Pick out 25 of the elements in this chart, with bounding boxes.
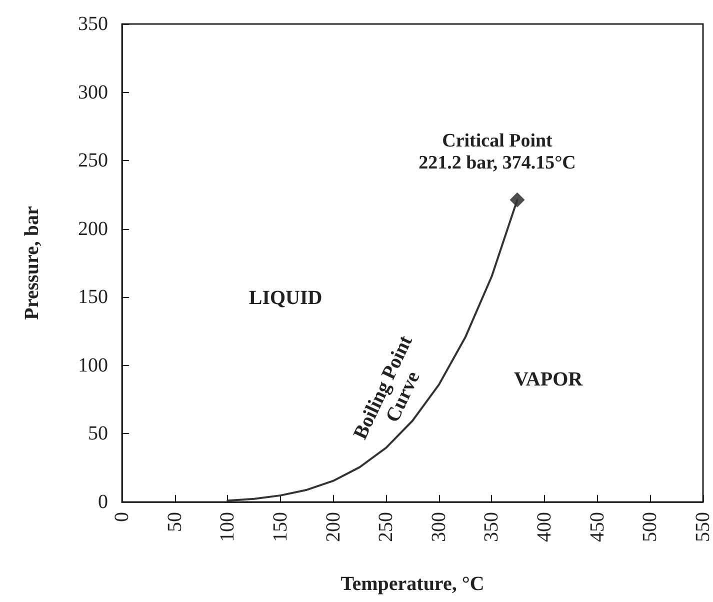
annotation: Critical Point 221.2 bar, 374.15°C: [418, 130, 576, 174]
y-tick-label: 0: [98, 491, 108, 513]
x-tick-label: 500: [639, 512, 662, 542]
y-tick-label: 150: [78, 286, 108, 308]
x-tick-label: 250: [375, 512, 398, 542]
y-tick-label: 350: [78, 13, 108, 35]
x-tick-label: 450: [586, 512, 608, 542]
annotation: VAPOR: [514, 368, 584, 390]
y-tick-label: 100: [78, 354, 108, 376]
x-tick-label: 350: [480, 512, 503, 542]
y-tick-label: 200: [78, 218, 108, 240]
x-tick-label: 150: [269, 512, 292, 542]
x-tick-label: 200: [322, 512, 344, 542]
y-tick-label: 300: [78, 81, 108, 104]
annotation: LIQUID: [248, 287, 322, 310]
x-tick-label: 100: [216, 512, 239, 542]
x-tick-label: 50: [164, 512, 186, 532]
x-tick-label: 300: [428, 512, 450, 542]
y-tick-label: 50: [88, 422, 108, 445]
y-axis-title: Pressure, bar: [21, 206, 43, 320]
x-axis-title: Temperature, °C: [340, 573, 484, 595]
y-tick-label: 250: [78, 150, 108, 172]
x-tick-label: 550: [692, 512, 713, 542]
x-tick-label: 400: [534, 512, 556, 542]
x-tick-label: 0: [111, 512, 133, 522]
